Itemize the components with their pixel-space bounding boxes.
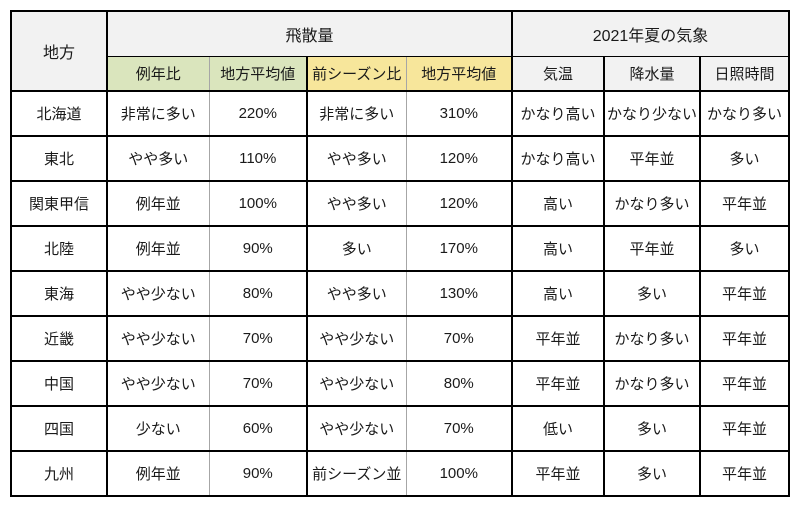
value-cell: かなり少ない	[602, 90, 702, 137]
subheader-temperature: 気温	[511, 55, 605, 92]
pollen-dispersal-table: 地方 飛散量 2021年夏の気象 例年比 地方平均値 前シーズン比 地方平均値 …	[10, 10, 791, 497]
value-cell: やや少ない	[106, 360, 210, 407]
value-cell: 多い	[306, 225, 407, 272]
value-cell: やや多い	[306, 135, 407, 182]
value-cell: やや多い	[306, 180, 407, 227]
value-cell: 平年並	[699, 315, 791, 362]
value-cell: 多い	[699, 135, 791, 182]
table-row: 四国 少ない 60% やや少ない 70% 低い 多い 平年並	[10, 405, 791, 452]
value-cell: かなり多い	[602, 360, 702, 407]
value-cell: 100%	[405, 450, 513, 497]
value-cell: 平年並	[699, 180, 791, 227]
value-cell: 平年並	[699, 360, 791, 407]
value-cell: 310%	[405, 90, 513, 137]
value-cell: 例年並	[106, 180, 210, 227]
value-cell: 平年並	[699, 450, 791, 497]
subheader-regional-average: 地方平均値	[208, 55, 308, 92]
value-cell: 130%	[405, 270, 513, 317]
value-cell: 多い	[602, 405, 702, 452]
region-cell: 関東甲信	[10, 180, 108, 227]
value-cell: 例年並	[106, 225, 210, 272]
value-cell: かなり高い	[511, 90, 605, 137]
value-cell: 110%	[208, 135, 308, 182]
region-cell: 東北	[10, 135, 108, 182]
value-cell: 高い	[511, 270, 605, 317]
region-cell: 東海	[10, 270, 108, 317]
weather-group-header: 2021年夏の気象	[510, 10, 791, 57]
subheader-precipitation: 降水量	[602, 55, 702, 92]
table-row: 東海 やや少ない 80% やや多い 130% 高い 多い 平年並	[10, 270, 791, 317]
region-cell: 北陸	[10, 225, 108, 272]
header-group-row: 地方 飛散量 2021年夏の気象	[10, 10, 791, 92]
region-cell: 中国	[10, 360, 108, 407]
subheader-vs-last-season: 前シーズン比	[306, 55, 407, 92]
value-cell: 非常に多い	[306, 90, 407, 137]
value-cell: 多い	[602, 450, 702, 497]
value-cell: かなり高い	[511, 135, 605, 182]
region-cell: 北海道	[10, 90, 108, 137]
value-cell: やや多い	[106, 135, 210, 182]
table-row: 近畿 やや少ない 70% やや少ない 70% 平年並 かなり多い 平年並	[10, 315, 791, 362]
value-cell: 高い	[511, 225, 605, 272]
value-cell: 平年並	[602, 135, 702, 182]
header-sub-row: 例年比 地方平均値 前シーズン比 地方平均値 気温 降水量 日照時間	[11, 55, 791, 92]
table-row: 北海道 非常に多い 220% 非常に多い 310% かなり高い かなり少ない かなり多い	[10, 90, 791, 137]
region-cell: 近畿	[10, 315, 108, 362]
value-cell: 平年並	[602, 225, 702, 272]
region-cell: 九州	[10, 450, 108, 497]
dispersal-group-header: 飛散量	[106, 10, 513, 57]
table-body: 北海道 非常に多い 220% 非常に多い 310% かなり高い かなり少ない かなり多い 東北や…	[10, 90, 791, 497]
value-cell: かなり多い	[699, 90, 791, 137]
value-cell: やや少ない	[106, 315, 210, 362]
table-row: 関東甲信 例年並 100% やや多い 120% 高い かなり多い 平年並	[10, 180, 791, 227]
region-cell: 四国	[10, 405, 108, 452]
value-cell: 100%	[208, 180, 308, 227]
value-cell: 80%	[208, 270, 308, 317]
value-cell: 少ない	[106, 405, 210, 452]
value-cell: 70%	[208, 315, 308, 362]
table-row: 九州 例年並 90% 前シーズン並 100% 平年並 多い 平年並	[10, 450, 791, 497]
table-row: 東北 やや多い 110% やや多い 120% かなり高い 平年並 多い	[10, 135, 791, 182]
value-cell: 80%	[405, 360, 513, 407]
value-cell: 120%	[405, 180, 513, 227]
value-cell: 60%	[208, 405, 308, 452]
value-cell: 220%	[208, 90, 308, 137]
value-cell: やや多い	[306, 270, 407, 317]
pollen-dispersal-table-wrap: 地方 飛散量 2021年夏の気象 例年比 地方平均値 前シーズン比 地方平均値 …	[10, 10, 791, 497]
value-cell: 170%	[405, 225, 513, 272]
value-cell: やや少ない	[306, 360, 407, 407]
value-cell: 90%	[208, 225, 308, 272]
value-cell: 平年並	[511, 315, 605, 362]
subheader-regional-average-2: 地方平均値	[405, 55, 513, 92]
value-cell: 低い	[511, 405, 605, 452]
value-cell: かなり多い	[602, 180, 702, 227]
value-cell: 120%	[405, 135, 513, 182]
value-cell: やや少ない	[306, 405, 407, 452]
region-column-header: 地方	[10, 10, 108, 92]
value-cell: やや少ない	[306, 315, 407, 362]
value-cell: 多い	[602, 270, 702, 317]
value-cell: 前シーズン並	[306, 450, 407, 497]
table-row: 北陸 例年並 90% 多い 170% 高い 平年並 多い	[10, 225, 791, 272]
value-cell: 非常に多い	[106, 90, 210, 137]
value-cell: やや少ない	[106, 270, 210, 317]
value-cell: 70%	[405, 405, 513, 452]
value-cell: 平年並	[699, 405, 791, 452]
value-cell: 90%	[208, 450, 308, 497]
value-cell: 高い	[511, 180, 605, 227]
value-cell: 70%	[208, 360, 308, 407]
table-row: 中国 やや少ない 70% やや少ない 80% 平年並 かなり多い 平年並	[10, 360, 791, 407]
value-cell: 70%	[405, 315, 513, 362]
subheader-sunshine-hours: 日照時間	[699, 55, 791, 92]
value-cell: 平年並	[511, 360, 605, 407]
value-cell: 平年並	[511, 450, 605, 497]
value-cell: かなり多い	[602, 315, 702, 362]
value-cell: 平年並	[699, 270, 791, 317]
subheader-vs-average-year: 例年比	[106, 55, 210, 92]
value-cell: 例年並	[106, 450, 210, 497]
value-cell: 多い	[699, 225, 791, 272]
